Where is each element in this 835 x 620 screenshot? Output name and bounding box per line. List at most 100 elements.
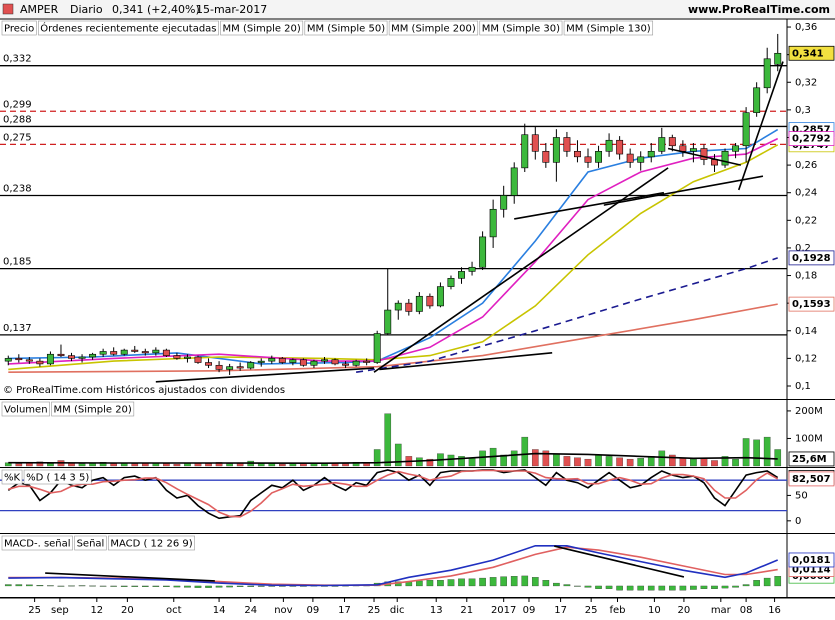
bar — [774, 576, 782, 587]
bar — [690, 458, 697, 467]
bar — [489, 577, 497, 587]
site: www.ProRealTime.com — [688, 3, 830, 16]
candle-body — [152, 349, 160, 354]
bar — [763, 577, 771, 587]
candle-body — [321, 359, 328, 362]
legend-label: MACD-. señal — [4, 539, 71, 550]
x-tick-label: 2017 — [491, 605, 516, 616]
x-tick-label: 17 — [554, 605, 567, 616]
level-label: 0,332 — [3, 54, 32, 65]
bar — [753, 580, 760, 587]
level-label: 0,299 — [3, 99, 32, 110]
candle-body — [732, 145, 740, 152]
candle-body — [268, 358, 276, 362]
bar — [531, 577, 539, 587]
candle-body — [352, 360, 360, 366]
candle-body — [605, 139, 613, 152]
series-line — [7, 469, 779, 520]
bar — [47, 463, 54, 467]
bar — [36, 461, 44, 467]
candle-body — [89, 353, 97, 358]
last-value-label: 0,0114 — [792, 565, 831, 576]
bar — [416, 457, 423, 467]
candle-body — [236, 366, 244, 369]
legend-label: MM (Simple 50) — [307, 24, 385, 35]
bar — [194, 585, 202, 588]
last-value-box — [788, 250, 835, 266]
level-label: 0,185 — [3, 257, 32, 268]
bar — [479, 577, 486, 587]
bar — [447, 579, 455, 587]
level-label: 0,137 — [3, 323, 32, 334]
trend-line — [45, 572, 215, 582]
bar — [468, 457, 476, 467]
candle-body — [521, 134, 529, 169]
bar — [110, 463, 117, 467]
bar — [479, 450, 486, 467]
bar — [384, 413, 392, 467]
bar — [542, 580, 550, 587]
bar — [753, 439, 760, 467]
candle-body — [25, 359, 33, 362]
bar — [184, 585, 191, 588]
x-tick-label: nov — [274, 605, 292, 616]
candle-body — [36, 360, 44, 365]
candle-body — [774, 52, 782, 65]
bar — [647, 456, 655, 467]
legend-box — [1, 535, 73, 551]
bar — [584, 458, 592, 467]
y-tick-label: 0,22 — [795, 215, 817, 226]
y-tick-label: 0 — [795, 516, 801, 527]
candle-body — [394, 302, 402, 311]
series-line — [8, 545, 779, 587]
bar — [679, 457, 687, 467]
candle-body — [573, 150, 581, 158]
candle-body — [120, 349, 128, 355]
last-value-label: 0,1593 — [792, 299, 831, 310]
bar — [226, 585, 233, 588]
series-line — [8, 144, 779, 371]
x-tick-label: mar — [711, 605, 732, 616]
candle-body — [405, 302, 413, 312]
legend-label: %K — [4, 473, 21, 484]
bar — [542, 450, 550, 467]
legend-label: MM (Simple 20) — [54, 405, 132, 416]
legend-label: MACD ( 12 26 9) — [110, 539, 192, 550]
x-tick-label: 14 — [213, 605, 226, 616]
candle-body — [384, 309, 392, 334]
candle-body — [78, 356, 86, 359]
candle-body — [173, 355, 181, 359]
bar — [15, 584, 23, 587]
legend-box — [51, 401, 135, 417]
bar — [205, 585, 212, 588]
trend-line — [603, 175, 764, 206]
bar — [247, 585, 255, 587]
candle-body — [110, 351, 118, 355]
legend-label: MM (Simple 30) — [482, 24, 560, 35]
y-tick-label: 0,12 — [795, 353, 817, 364]
last-value-box — [788, 45, 835, 61]
bar — [742, 584, 750, 587]
bar — [658, 450, 666, 467]
last-value-label: 25,6M — [792, 454, 827, 465]
y-tick-label: 0,18 — [795, 271, 817, 282]
legend-label: %D ( 14 3 5) — [26, 473, 89, 484]
candle-body — [257, 360, 265, 363]
bar — [110, 585, 117, 587]
candle-body — [131, 349, 139, 352]
candle-body — [57, 353, 65, 356]
legend-box — [74, 535, 107, 551]
candle-body — [46, 353, 54, 365]
x-tick-label: 20 — [121, 605, 134, 616]
bar — [563, 456, 571, 467]
candle-body — [563, 137, 571, 152]
x-tick-label: dic — [390, 605, 405, 616]
bar — [669, 454, 676, 467]
bar — [342, 463, 349, 467]
y-tick-label: 0,24 — [795, 188, 817, 199]
bar — [510, 576, 518, 587]
candle-body — [626, 153, 634, 163]
legend-box — [220, 20, 304, 36]
legend-label: Volumen — [4, 405, 48, 416]
